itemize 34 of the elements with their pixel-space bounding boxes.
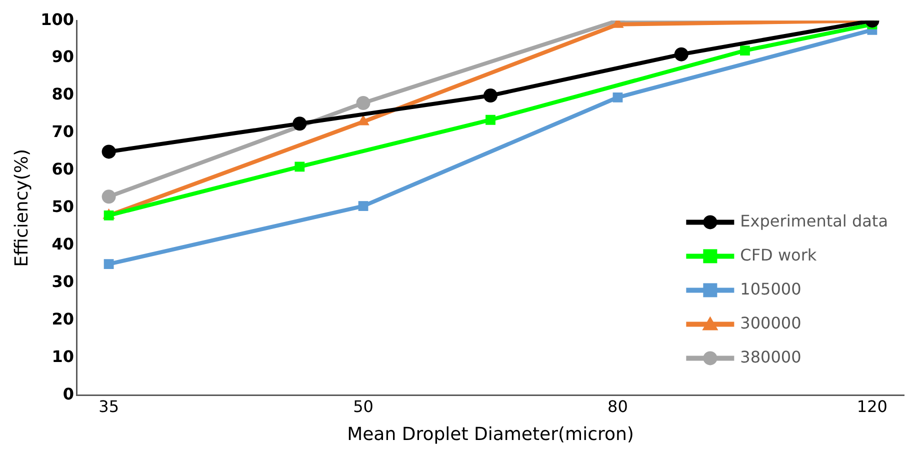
y-tick-label: 90 bbox=[52, 47, 74, 66]
point bbox=[740, 46, 750, 56]
legend-label: 300000 bbox=[740, 313, 802, 332]
y-tick-label: 30 bbox=[52, 272, 74, 291]
point bbox=[486, 114, 496, 125]
y-tick-label: 10 bbox=[52, 346, 74, 366]
point bbox=[358, 201, 368, 211]
y-tick-label: 0 bbox=[62, 384, 74, 404]
point bbox=[104, 259, 114, 270]
y-axis-title: Efficiency(%) bbox=[11, 148, 32, 267]
x-tick-label: 50 bbox=[353, 396, 374, 416]
point bbox=[102, 190, 116, 204]
y-tick-label: 20 bbox=[52, 309, 74, 328]
point bbox=[102, 144, 116, 159]
point bbox=[356, 96, 370, 110]
x-axis-title: Mean Droplet Diameter(micron) bbox=[347, 424, 634, 445]
point bbox=[674, 47, 688, 62]
y-tick-label: 70 bbox=[52, 122, 74, 142]
y-tick-label: 50 bbox=[52, 197, 74, 216]
x-tick-label: 35 bbox=[98, 396, 119, 416]
y-tick-label: 80 bbox=[52, 84, 74, 104]
legend-label: 105000 bbox=[740, 279, 802, 298]
point bbox=[612, 92, 623, 102]
legend-label: 380000 bbox=[740, 347, 802, 366]
point bbox=[484, 88, 498, 103]
y-tick-label: 60 bbox=[52, 160, 74, 179]
y-tick-label: 100 bbox=[40, 10, 74, 29]
point bbox=[294, 162, 305, 172]
x-tick-label: 80 bbox=[608, 396, 628, 416]
x-tick-label: 120 bbox=[856, 396, 888, 416]
y-tick-label: 40 bbox=[52, 234, 74, 254]
point bbox=[292, 116, 307, 131]
legend-label: Experimental data bbox=[740, 211, 888, 230]
legend-label: CFD work bbox=[740, 245, 818, 264]
